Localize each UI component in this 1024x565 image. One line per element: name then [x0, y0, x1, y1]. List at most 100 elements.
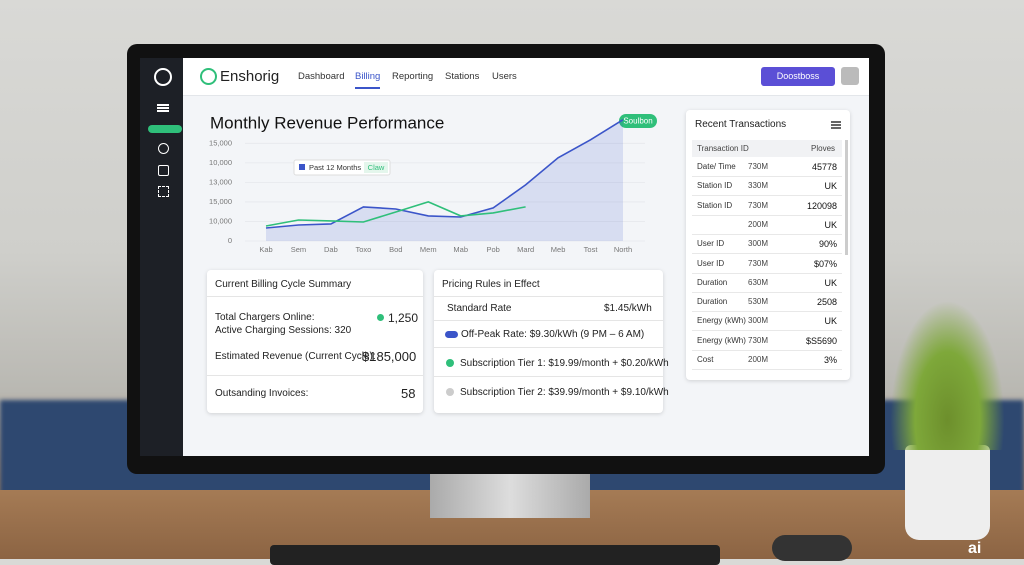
- value: 1,250: [388, 311, 419, 325]
- x-tick-label: Toxo: [355, 245, 371, 254]
- row-value: 2508: [816, 297, 837, 308]
- divider: [207, 375, 423, 376]
- label: Standard Rate: [447, 303, 512, 314]
- label: Total Chargers Online:: [215, 312, 315, 323]
- nav-item[interactable]: Billing: [355, 71, 381, 89]
- row-code: 730M: [748, 258, 769, 268]
- row-value: UK: [824, 316, 837, 327]
- divider: [434, 347, 663, 348]
- row-divider: [692, 253, 842, 255]
- x-tick-label: Sem: [291, 245, 306, 254]
- row-label: Duration: [697, 297, 728, 307]
- divider: [434, 320, 663, 321]
- y-tick-label: 13,000: [209, 177, 232, 186]
- header-cell: Ploves: [811, 144, 836, 153]
- divider: [207, 296, 423, 297]
- row-label: Duration: [697, 277, 728, 287]
- row-value: UK: [824, 219, 837, 230]
- line: [265, 201, 526, 227]
- row-divider: [692, 272, 842, 274]
- row-code: 200M: [748, 219, 769, 229]
- row-divider: [692, 214, 842, 216]
- nav-icon[interactable]: [158, 143, 169, 154]
- row-label: Station ID: [697, 181, 733, 191]
- rule: Off-Peak Rate: $9.30/kWh (9 PM – 6 AM): [461, 329, 645, 340]
- row-label: Energy (kWh): [697, 335, 746, 345]
- menu-icon[interactable]: [831, 121, 841, 123]
- watermark: ai: [968, 540, 982, 557]
- brand-logo: [200, 68, 217, 85]
- legend-label: Past 12 Months: [309, 163, 361, 172]
- x-tick-label: Bod: [389, 245, 402, 254]
- value: $185,000: [362, 349, 417, 364]
- area: [266, 119, 623, 241]
- row-value: 90%: [818, 239, 837, 250]
- billing-card: [207, 270, 423, 413]
- nav-icon[interactable]: [158, 186, 169, 197]
- row-divider: [692, 311, 842, 313]
- card-title: Current Billing Cycle Summary: [215, 279, 352, 290]
- x-tick-label: Pob: [487, 245, 500, 254]
- row-code: 730M: [748, 335, 769, 345]
- x-tick-label: Mab: [453, 245, 468, 254]
- badge-label: Soulbon: [623, 117, 652, 126]
- nav-item[interactable]: Reporting: [392, 71, 434, 82]
- rule: Subscription Tier 1: $19.99/month + $0.2…: [460, 358, 669, 369]
- value: 58: [401, 386, 416, 401]
- card-title: Pricing Rules in Effect: [442, 279, 540, 290]
- monitor-stand: [430, 470, 590, 518]
- row-code: 630M: [748, 277, 769, 287]
- x-tick-label: Kab: [259, 245, 272, 254]
- row-divider: [692, 369, 842, 370]
- row-divider: [692, 176, 842, 177]
- row-code: 330M: [748, 181, 769, 191]
- mouse: [772, 535, 852, 561]
- top-bar: [183, 58, 869, 96]
- row-label: User ID: [697, 258, 725, 268]
- row-divider: [692, 233, 842, 235]
- value: $1.45/kWh: [604, 303, 652, 314]
- chart-title: Monthly Revenue Performance: [210, 113, 444, 132]
- row-value: UK: [824, 277, 837, 288]
- rule: Subscription Tier 2: $39.99/month + $9.1…: [460, 387, 669, 398]
- x-tick-label: Meb: [551, 245, 566, 254]
- sidebar: [140, 58, 183, 456]
- legend-swatch: [299, 164, 305, 170]
- brand: Enshorig: [220, 68, 280, 85]
- y-tick-label: 15,000: [209, 197, 232, 206]
- nav-item[interactable]: Stations: [445, 71, 480, 82]
- row-value: $S5690: [805, 335, 837, 346]
- legend-tag: [364, 162, 388, 173]
- scrollbar[interactable]: [845, 140, 848, 255]
- x-tick-label: North: [614, 245, 632, 254]
- row-divider: [692, 195, 842, 197]
- label: Estimated Revenue (Current Cycle):: [215, 351, 376, 362]
- nav-item[interactable]: Users: [492, 71, 517, 82]
- badge: [619, 114, 657, 128]
- avatar[interactable]: [841, 67, 859, 85]
- nav-icon[interactable]: [158, 165, 169, 176]
- row-value: 45778: [811, 162, 837, 172]
- row-code: 300M: [748, 239, 769, 249]
- y-tick-label: 10,000: [209, 216, 232, 225]
- row-label: Cost: [697, 355, 714, 364]
- x-tick-label: Mem: [420, 245, 437, 254]
- row-code: 300M: [748, 316, 769, 326]
- menu-icon[interactable]: [157, 104, 169, 106]
- row-value: 3%: [823, 355, 837, 365]
- legend-label: Claw: [368, 163, 385, 172]
- action-button[interactable]: [761, 67, 835, 86]
- nav-item[interactable]: Dashboard: [298, 71, 345, 82]
- y-tick-label: 0: [228, 236, 232, 245]
- row-label: Station ID: [697, 200, 733, 210]
- row-value: 120098: [806, 200, 837, 211]
- row-code: 730M: [748, 200, 769, 210]
- logo-icon: [154, 68, 172, 86]
- card-title: Recent Transactions: [695, 119, 787, 130]
- row-divider: [692, 349, 842, 351]
- button-label[interactable]: Doostboss: [776, 71, 820, 81]
- row-divider: [692, 291, 842, 293]
- row-label: Date/ Time: [697, 162, 736, 171]
